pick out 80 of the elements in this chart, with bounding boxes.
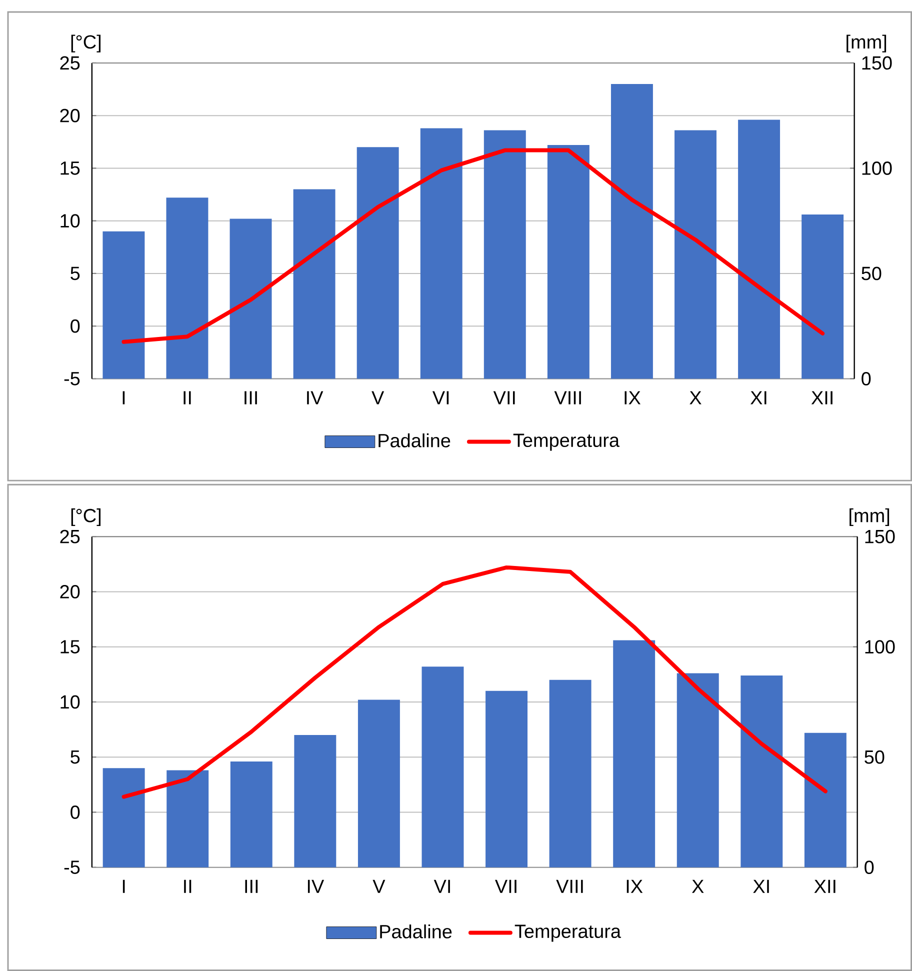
x-tick-label: XII: [814, 880, 836, 893]
bar: [547, 145, 590, 379]
bar: [102, 231, 145, 379]
bar: [674, 130, 716, 379]
y2-tick-label: 50: [862, 266, 882, 280]
y2-tick-label: 0: [862, 372, 871, 386]
x-tick-label: II: [184, 391, 191, 404]
y-tick-label: 15: [60, 162, 80, 175]
y2-tick-label: 150: [862, 56, 892, 70]
line-series: [122, 148, 825, 344]
bar: [738, 120, 780, 379]
y-tick-label: 5: [70, 266, 80, 280]
x-tick-label: I: [122, 391, 125, 404]
bar: [102, 768, 145, 868]
bar: [676, 673, 719, 868]
bar: [613, 640, 656, 868]
bar: [549, 680, 592, 868]
y-tick-label: 25: [60, 56, 80, 70]
bar: [610, 84, 653, 379]
y-tick-label: 10: [60, 695, 80, 709]
y2-tick-label: 150: [865, 530, 895, 544]
y-axis-title: [°C]: [71, 34, 100, 52]
bar: [420, 128, 462, 379]
bar: [486, 690, 528, 868]
y2-tick-label: 50: [864, 750, 884, 764]
y2-tick-label: 0: [864, 860, 874, 874]
y2-axis-title: [mm]: [846, 34, 886, 52]
y2-tick-label: 100: [865, 640, 895, 654]
line-series: [122, 565, 828, 799]
y-tick-label: 20: [60, 584, 80, 598]
x-tick-label: III: [245, 880, 258, 893]
bar: [804, 732, 846, 868]
bar: [740, 675, 783, 868]
y2-axis-title: [mm]: [850, 508, 890, 526]
x-tick-label: V: [372, 391, 384, 404]
x-tick-label: IV: [307, 391, 324, 404]
x-tick-label: IX: [626, 880, 643, 893]
bar: [293, 189, 336, 379]
x-tick-label: XI: [750, 391, 766, 404]
x-tick-label: X: [690, 391, 702, 404]
bar: [356, 147, 399, 379]
bar: [166, 198, 208, 379]
y-tick-label: -5: [64, 860, 80, 874]
y-tick-label: 25: [60, 530, 80, 544]
bar: [422, 666, 464, 868]
bar: [230, 761, 272, 868]
x-tick-label: VI: [432, 391, 449, 404]
x-tick-label: IX: [624, 391, 641, 404]
y-tick-label: 0: [70, 805, 80, 819]
y-axis-title: [°C]: [71, 508, 100, 526]
x-tick-label: VIII: [556, 880, 583, 893]
x-tick-label: II: [184, 880, 192, 893]
bar: [166, 770, 209, 868]
bar: [294, 735, 336, 868]
x-tick-label: VIII: [554, 391, 581, 404]
bar: [358, 700, 400, 868]
y-tick-label: 5: [70, 750, 80, 764]
y-tick-label: 15: [60, 640, 80, 654]
x-tick-label: I: [122, 880, 125, 893]
x-tick-label: X: [692, 880, 704, 893]
bar: [230, 218, 272, 379]
legend-label: Temperatura: [514, 924, 622, 942]
y-tick-label: 10: [60, 214, 80, 228]
legend-label: Temperatura: [513, 434, 620, 451]
legend-label: Padaline: [380, 924, 452, 938]
y-tick-label: -5: [64, 372, 80, 386]
bar: [484, 130, 526, 379]
x-tick-label: V: [372, 880, 386, 893]
legend-label: Padaline: [378, 433, 450, 448]
x-tick-label: VII: [494, 880, 516, 893]
x-tick-label: IV: [308, 880, 324, 893]
y2-tick-label: 100: [862, 161, 892, 175]
x-tick-label: VI: [434, 880, 450, 893]
x-tick-label: VII: [493, 391, 515, 404]
x-tick-label: XII: [811, 391, 832, 404]
x-tick-label: III: [244, 391, 257, 404]
x-tick-label: XI: [753, 880, 769, 893]
y-tick-label: 0: [70, 319, 80, 333]
bar: [802, 214, 844, 379]
y-tick-label: 20: [60, 108, 80, 122]
